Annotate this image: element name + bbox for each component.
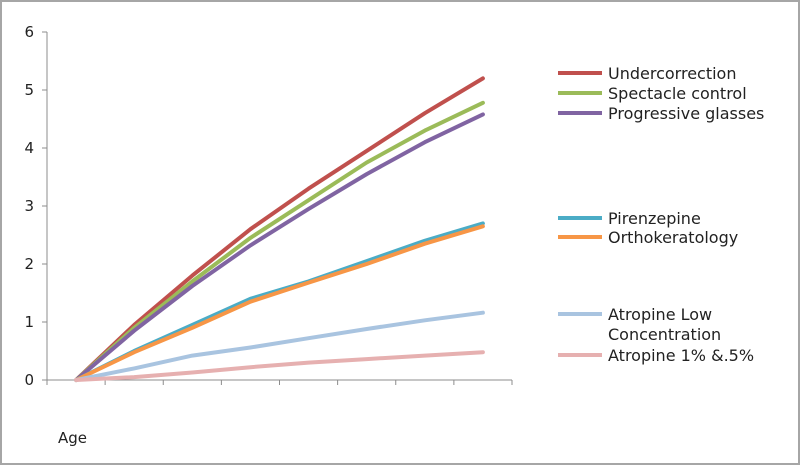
series-line-0 (74, 76, 485, 382)
y-tick-label: 6 (24, 23, 34, 41)
legend-label-0: Undercorrection (608, 64, 736, 83)
y-tick-label: 3 (24, 197, 34, 215)
y-tick-label: 4 (24, 139, 34, 157)
series-line-6 (74, 350, 485, 382)
series-line-2 (74, 112, 485, 382)
legend-label-5-line1: Concentration (608, 325, 721, 344)
y-tick-label: 0 (24, 371, 34, 389)
y-tick-label: 2 (24, 255, 34, 273)
legend-label-1: Spectacle control (608, 84, 747, 103)
x-axis-title: Age (58, 429, 87, 447)
series-line-4 (74, 224, 485, 382)
y-tick-label: 5 (24, 81, 34, 99)
axes: 0 1 2 3 4 5 6 (24, 23, 513, 389)
series-lines (74, 76, 485, 382)
legend-label-5-line0: Atropine Low (608, 305, 712, 324)
legend-label-6: Atropine 1% &.5% (608, 346, 754, 365)
legend-label-3: Pirenzepine (608, 209, 701, 228)
legend-label-2: Progressive glasses (608, 104, 764, 123)
legend-label-4: Orthokeratology (608, 228, 738, 247)
y-tick-label: 1 (24, 313, 34, 331)
series-line-5 (74, 310, 485, 382)
series-line-1 (74, 100, 485, 382)
